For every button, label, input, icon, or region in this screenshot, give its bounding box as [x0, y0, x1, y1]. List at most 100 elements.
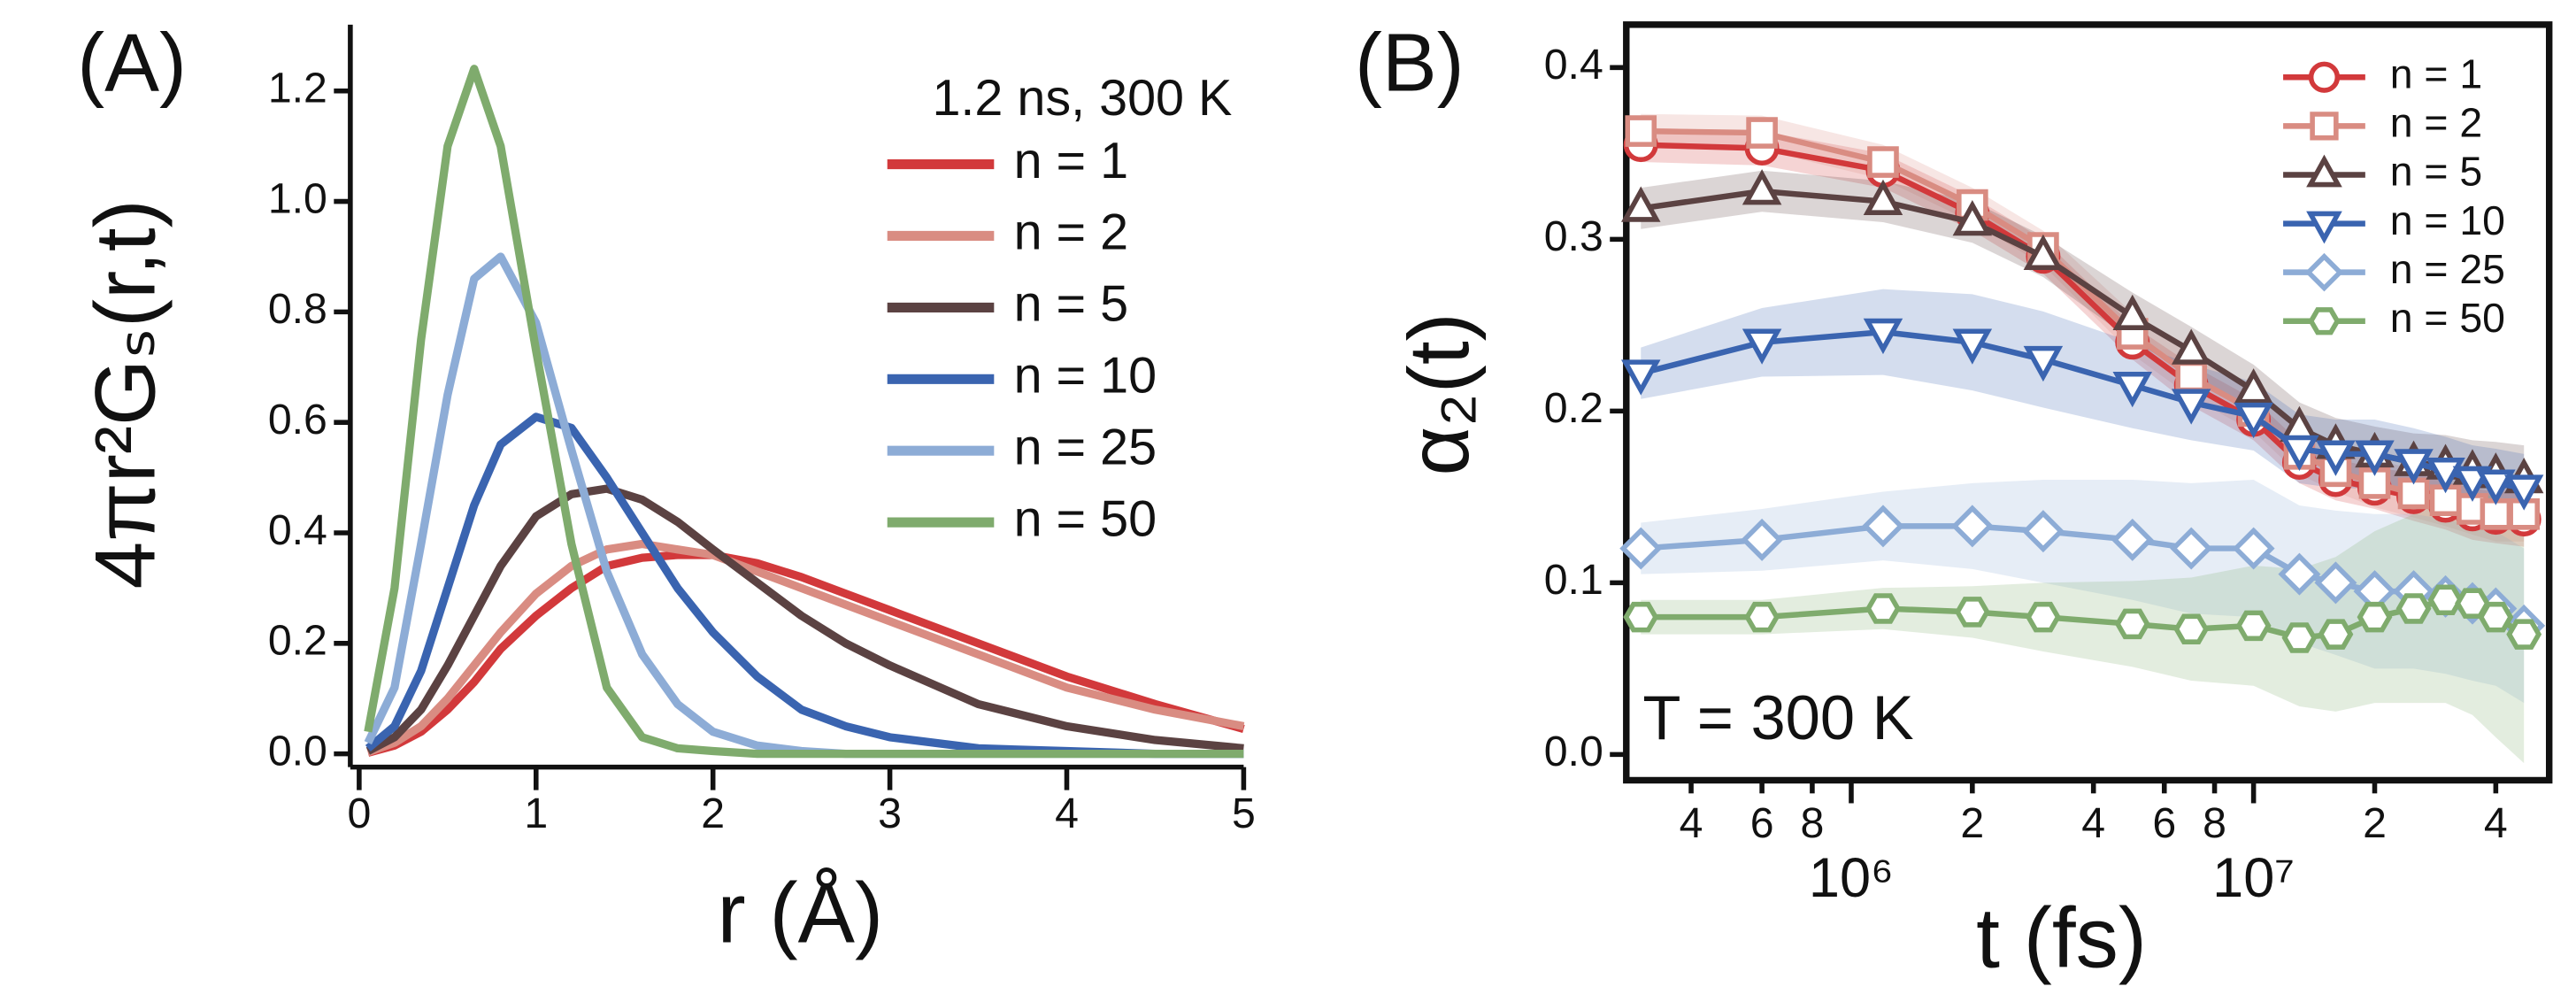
- marker: [2112, 371, 2153, 408]
- marker: [1744, 601, 1780, 633]
- legend-label: n = 10: [2390, 197, 2505, 243]
- x-tick-label: 8: [1800, 799, 1824, 847]
- marker: [2318, 619, 2354, 650]
- y-tick-label: 0.4: [268, 506, 327, 554]
- x-axis-label: t (fs): [1976, 891, 2147, 986]
- x-tick-label: 5: [1232, 790, 1256, 837]
- marker: [1952, 199, 1993, 236]
- legend-label: n = 2: [1014, 204, 1129, 261]
- marker: [1865, 593, 1901, 624]
- marker: [2503, 474, 2544, 511]
- y-tick-label: 0.2: [1544, 384, 1603, 432]
- marker: [2478, 601, 2514, 633]
- x-tick-label: 10⁷: [2212, 847, 2295, 909]
- marker: [1625, 115, 1657, 147]
- annotation: T = 300 K: [1642, 682, 1913, 752]
- marker: [2310, 112, 2339, 141]
- y-tick-label: 0.3: [1544, 212, 1603, 260]
- marker: [2394, 449, 2434, 485]
- x-tick-label: 2: [2363, 799, 2387, 847]
- legend-label: n = 2: [2390, 100, 2482, 146]
- marker: [2357, 601, 2393, 633]
- marker: [2235, 610, 2272, 642]
- marker: [1952, 328, 1993, 365]
- x-tick-label: 4: [2081, 799, 2105, 847]
- legend-label: n = 25: [2390, 246, 2505, 292]
- marker: [2308, 61, 2341, 93]
- marker: [1863, 179, 1903, 215]
- marker: [2234, 368, 2273, 405]
- x-tick-label: 4: [1680, 799, 1703, 847]
- marker: [2175, 360, 2208, 393]
- marker: [2397, 477, 2430, 510]
- marker: [2506, 619, 2542, 650]
- marker: [2023, 234, 2064, 271]
- marker: [2023, 345, 2064, 382]
- marker: [1950, 505, 1994, 548]
- marker: [2170, 527, 2213, 570]
- marker: [2281, 622, 2318, 653]
- panel-label: (B): [1355, 16, 1465, 108]
- legend-label: n = 25: [1014, 419, 1157, 475]
- marker: [1741, 518, 1784, 561]
- marker: [2304, 252, 2344, 292]
- error-band: [1641, 479, 2525, 704]
- x-tick-label: 6: [1750, 799, 1774, 847]
- x-tick-label: 10⁶: [1809, 847, 1894, 909]
- x-tick-label: 6: [2152, 799, 2176, 847]
- x-axis-label: r (Å): [718, 867, 884, 961]
- marker: [2278, 552, 2321, 596]
- marker: [2308, 307, 2341, 335]
- y-tick-label: 1.0: [268, 174, 327, 222]
- marker: [2395, 593, 2432, 624]
- legend-label: n = 1: [1014, 133, 1129, 189]
- marker: [1861, 505, 1904, 548]
- x-tick-label: 3: [878, 790, 902, 837]
- x-tick-label: 0: [347, 790, 371, 837]
- y-tick-label: 0.0: [1544, 728, 1603, 775]
- marker: [2306, 211, 2342, 244]
- x-tick-label: 4: [1055, 790, 1079, 837]
- annotation: 1.2 ns, 300 K: [932, 70, 1232, 127]
- marker: [2112, 294, 2153, 330]
- marker: [2171, 389, 2211, 425]
- marker: [1742, 169, 1782, 205]
- x-tick-label: 2: [701, 790, 725, 837]
- y-axis-label: α₂(t): [1392, 312, 1487, 475]
- y-tick-label: 0.2: [268, 617, 327, 665]
- legend-label: n = 50: [1014, 490, 1157, 547]
- marker: [2476, 469, 2516, 505]
- x-tick-label: 2: [1960, 799, 1984, 847]
- y-tick-label: 0.8: [268, 285, 327, 333]
- panel-label: (A): [77, 16, 187, 108]
- marker: [2025, 601, 2061, 633]
- marker: [2021, 510, 2065, 553]
- marker: [2173, 613, 2210, 644]
- y-tick-label: 1.2: [268, 64, 327, 112]
- marker: [2355, 440, 2395, 476]
- y-tick-label: 0.0: [268, 727, 327, 775]
- marker: [1619, 527, 1663, 570]
- marker: [2306, 154, 2342, 188]
- y-tick-label: 0.1: [1544, 556, 1603, 604]
- x-tick-label: 8: [2203, 799, 2226, 847]
- legend-label: n = 10: [1014, 347, 1157, 404]
- marker: [1620, 186, 1661, 222]
- x-tick-label: 1: [524, 790, 548, 837]
- marker: [2234, 402, 2273, 439]
- series-line: [366, 551, 1245, 757]
- legend-label: n = 5: [1014, 276, 1129, 333]
- series-line: [364, 65, 1244, 759]
- series-line: [365, 484, 1244, 755]
- marker: [2111, 518, 2154, 561]
- marker: [1746, 117, 1778, 149]
- marker: [2314, 561, 2357, 605]
- marker: [1620, 359, 1661, 396]
- marker: [1623, 601, 1659, 633]
- marker: [1954, 597, 1990, 628]
- marker: [2280, 435, 2319, 472]
- marker: [2358, 467, 2391, 499]
- legend-label: n = 50: [2390, 295, 2505, 341]
- marker: [2427, 584, 2464, 616]
